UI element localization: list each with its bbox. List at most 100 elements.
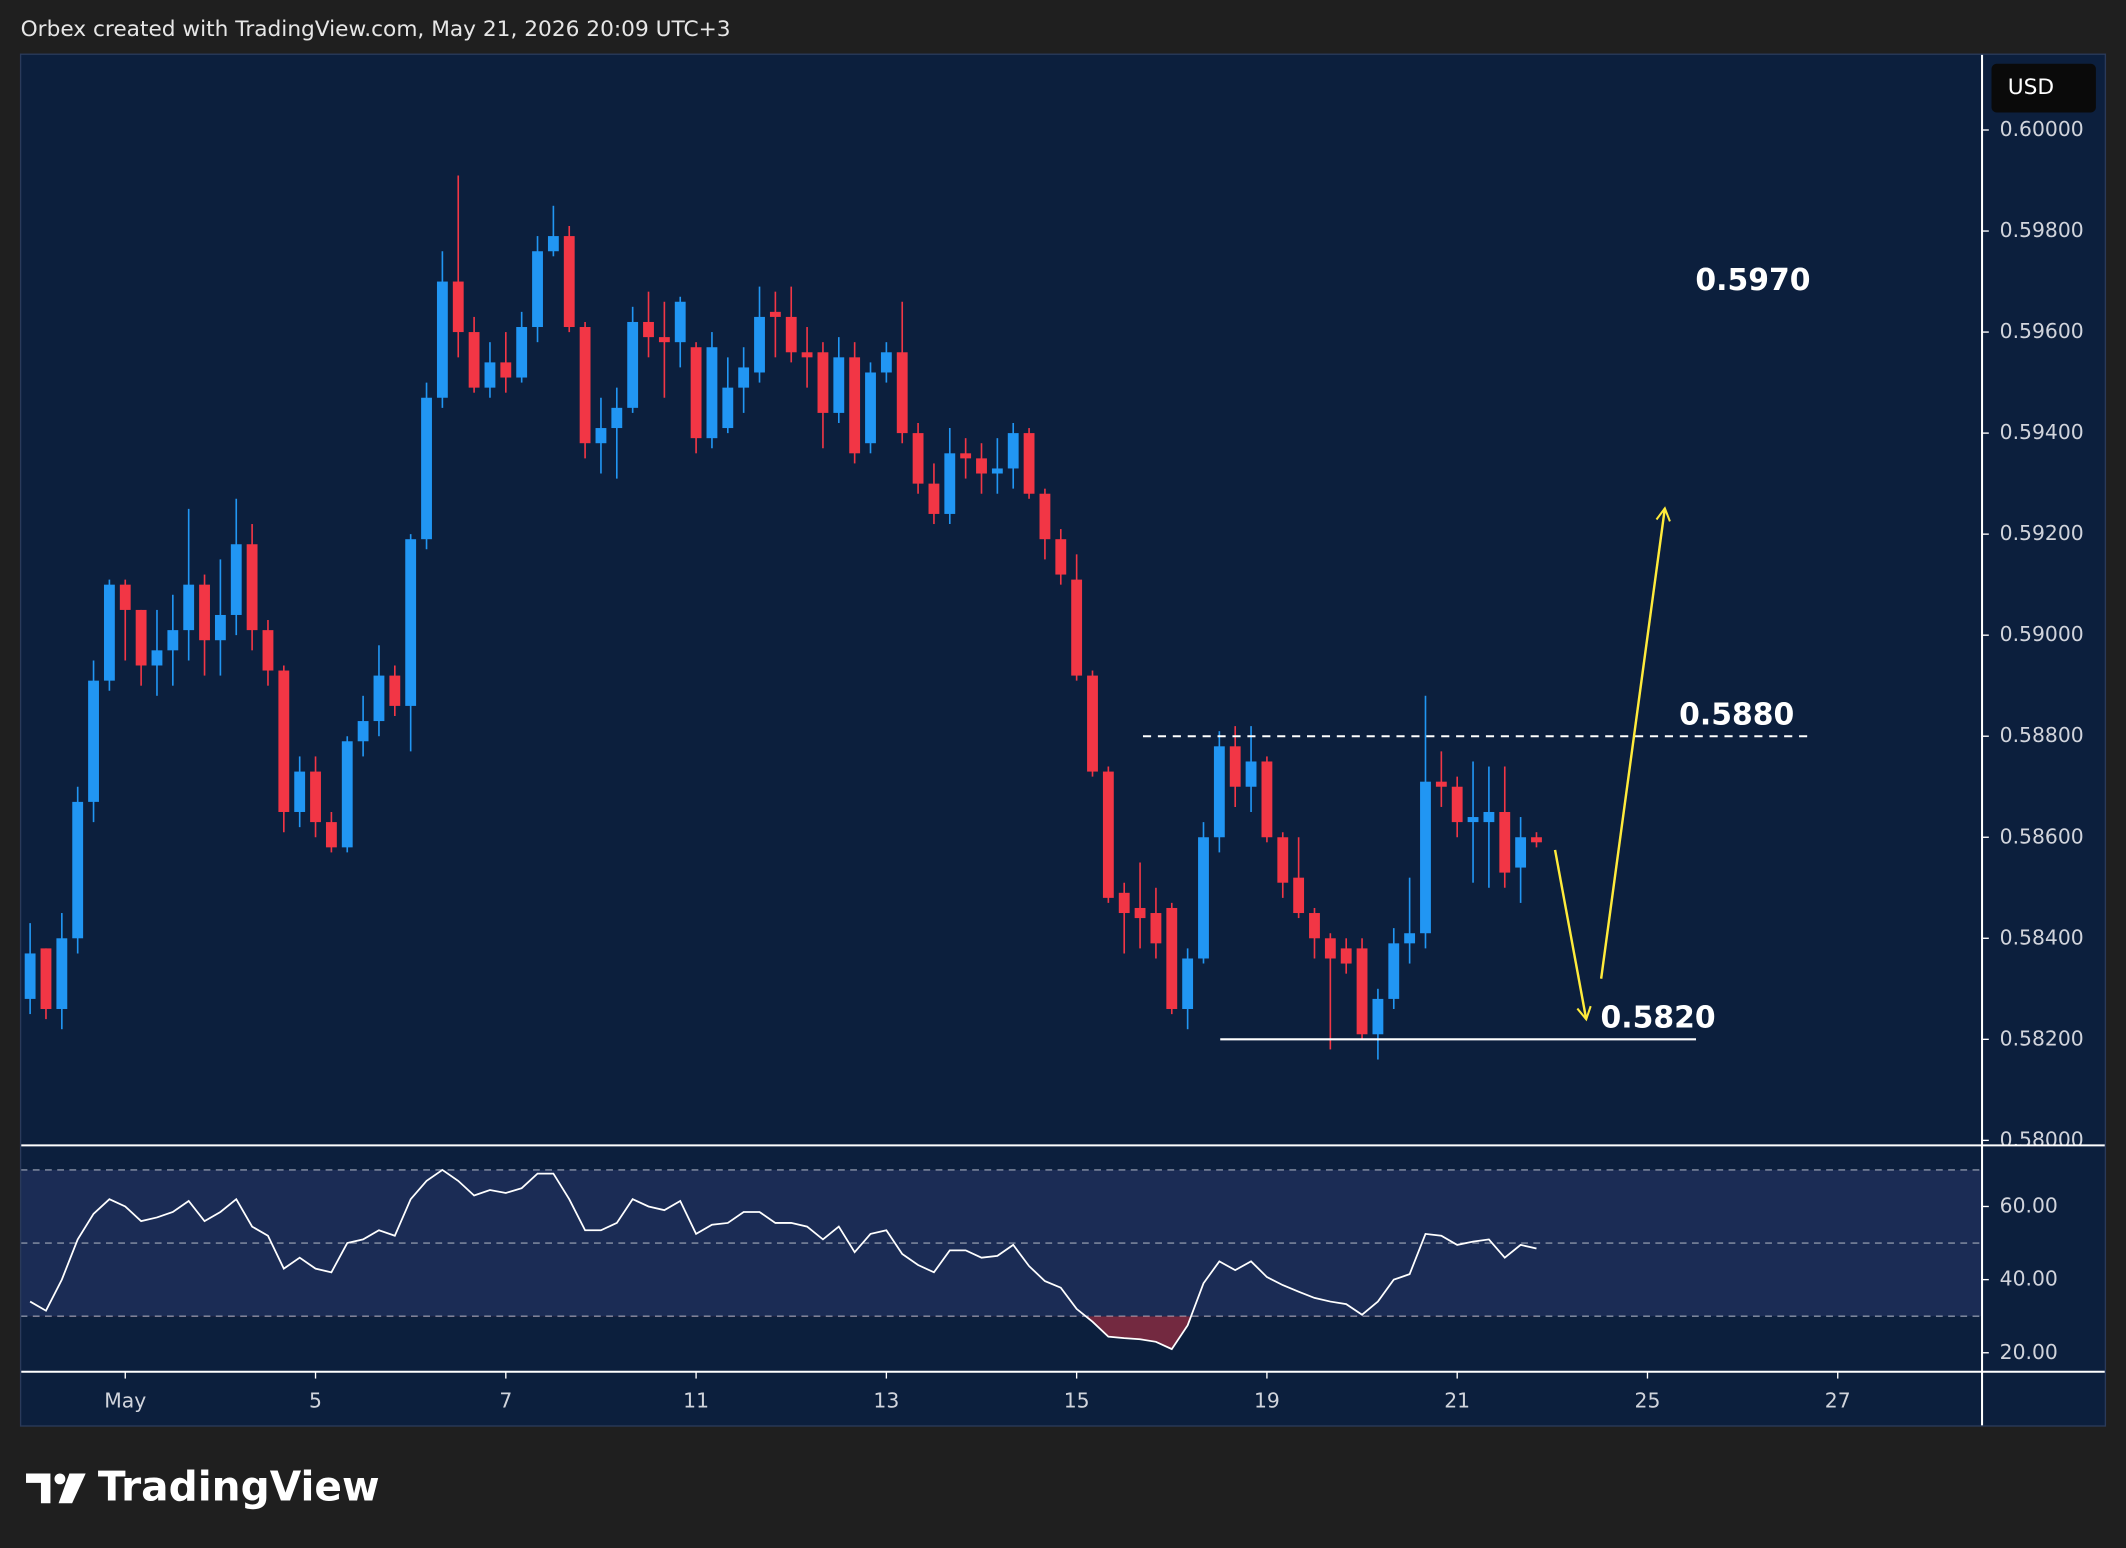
candle-body xyxy=(1451,786,1463,823)
candle-body xyxy=(928,483,940,514)
candle-body xyxy=(1007,433,1019,469)
candle-body xyxy=(1324,938,1336,959)
candle-body xyxy=(1039,493,1051,540)
candle-body xyxy=(72,801,84,939)
y-tick-label: 0.58400 xyxy=(2000,925,2084,949)
candle-body xyxy=(706,347,718,439)
logo-mark xyxy=(58,1473,86,1504)
currency-box[interactable] xyxy=(1991,63,2096,113)
candle-body xyxy=(119,584,131,610)
y-tick-label: 0.59800 xyxy=(2000,218,2084,242)
candle-body xyxy=(405,539,417,706)
candle-body xyxy=(865,372,876,444)
candle-body xyxy=(627,321,639,408)
candle-body xyxy=(230,544,242,615)
arrow-up xyxy=(1599,506,1671,979)
candle-body xyxy=(214,614,226,641)
candle-body xyxy=(611,407,623,429)
candle-body xyxy=(1420,781,1431,934)
candle-body xyxy=(1531,837,1542,843)
candle-body xyxy=(183,584,195,631)
candle-body xyxy=(436,281,448,398)
candle-body xyxy=(1055,539,1067,575)
candle-body xyxy=(1087,675,1098,772)
candle-body xyxy=(325,822,337,848)
candle-body xyxy=(1245,761,1257,787)
x-tick-label: 27 xyxy=(1825,1389,1851,1413)
rsi-tick-label: 40.00 xyxy=(2000,1267,2058,1291)
y-tick-label: 0.58800 xyxy=(2000,723,2084,747)
rsi-tick-label: 60.00 xyxy=(2000,1193,2058,1217)
candle-body xyxy=(1372,998,1384,1035)
candle-body xyxy=(262,630,274,671)
x-tick-label: 11 xyxy=(683,1389,709,1413)
candle-body xyxy=(500,362,512,378)
level-label: 0.5970 xyxy=(1695,263,1810,298)
candle-body xyxy=(1166,907,1178,1010)
candle-body xyxy=(1023,433,1035,494)
candle-body xyxy=(167,630,179,651)
candle-body xyxy=(1309,913,1320,939)
price-layer: 0.580000.582000.584000.586000.588000.590… xyxy=(24,117,2084,1151)
candle-body xyxy=(88,680,99,802)
candle-body xyxy=(817,352,829,413)
candle-body xyxy=(278,670,290,812)
candle-body xyxy=(754,316,765,373)
y-tick-label: 0.59000 xyxy=(2000,622,2084,646)
candle-body xyxy=(674,301,686,343)
candle-body xyxy=(421,397,432,540)
candle-body xyxy=(516,327,528,378)
candle-body xyxy=(896,352,908,434)
candle-body xyxy=(1293,877,1305,914)
candle-body xyxy=(373,675,385,722)
candle-body xyxy=(1277,837,1289,883)
rsi-line xyxy=(29,1168,1537,1351)
candle-body xyxy=(151,650,163,666)
rsi-layer: 20.00 40.00 60.00 xyxy=(20,1168,2058,1364)
candle-body xyxy=(563,236,575,328)
candle-body xyxy=(722,387,734,429)
rsi-oversold-fill xyxy=(30,1316,1537,1350)
candle-body xyxy=(199,584,210,641)
candle-body xyxy=(103,584,115,681)
candle-body xyxy=(991,468,1003,474)
candle-body xyxy=(1150,913,1162,944)
candle-body xyxy=(389,675,401,706)
candle-body xyxy=(1356,948,1368,1035)
x-tick-label: 19 xyxy=(1254,1389,1280,1413)
candle-body xyxy=(246,544,258,631)
candle-body xyxy=(341,741,353,848)
candle-body xyxy=(468,332,480,388)
candle-body xyxy=(1340,948,1352,964)
candle-body xyxy=(1515,837,1527,868)
candle-body xyxy=(294,771,306,812)
y-tick-label: 0.60000 xyxy=(2000,117,2084,141)
candle-body xyxy=(738,367,750,388)
candle-body xyxy=(769,311,781,317)
x-tick-label: 7 xyxy=(499,1389,512,1413)
candle-body xyxy=(849,357,861,454)
arrow-down xyxy=(1553,849,1592,1022)
candle-body xyxy=(1404,933,1416,944)
candle-body xyxy=(1102,771,1114,898)
y-tick-label: 0.59600 xyxy=(2000,319,2084,343)
candle-body xyxy=(801,352,813,358)
x-tick-label: 13 xyxy=(873,1389,899,1413)
candle-body xyxy=(658,337,670,343)
x-tick-label: 5 xyxy=(309,1389,322,1413)
y-tick-label: 0.58200 xyxy=(2000,1026,2084,1050)
x-tick-label: 21 xyxy=(1444,1389,1470,1413)
candle-body xyxy=(595,428,607,444)
candle-body xyxy=(532,251,543,328)
candle-body xyxy=(912,433,924,484)
candle-body xyxy=(960,453,972,459)
candle-body xyxy=(833,357,845,413)
brand-logo: TradingView xyxy=(26,1463,380,1511)
logo-mark xyxy=(54,1473,66,1485)
logo-mark xyxy=(26,1473,51,1504)
frame xyxy=(19,53,2107,1427)
x-tick-label: 25 xyxy=(1635,1389,1661,1413)
candle-body xyxy=(785,316,797,353)
